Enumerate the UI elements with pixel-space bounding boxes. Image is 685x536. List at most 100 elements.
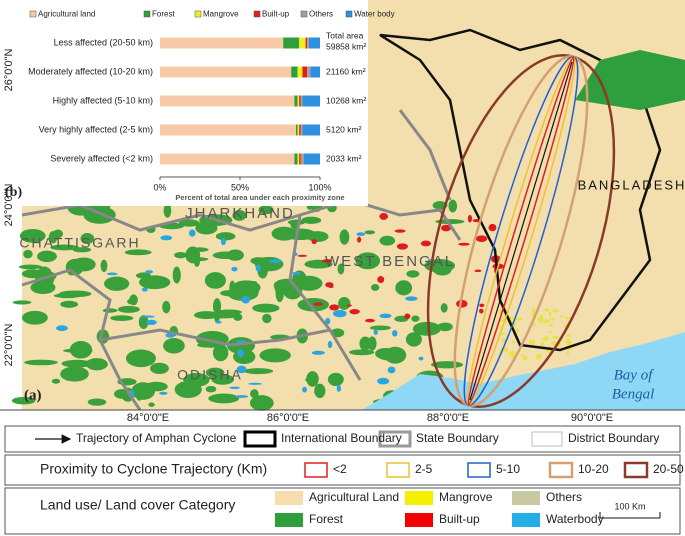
forest-patch [440,303,448,313]
proximity-symbol [623,461,649,479]
category-label: Highly affected (5-10 km) [53,95,153,105]
bar-segment [302,124,320,136]
forest-patch [48,231,58,244]
legend-label: Agricultural Land [309,490,399,504]
builtup-patch [377,276,385,284]
bar-segment [160,37,284,49]
latitude-label: 22°0'0"N [3,324,15,367]
legend-title: Land use/ Land cover Category [40,497,235,513]
bar-segment [302,66,308,78]
forest-patch [24,359,58,366]
bar-segment [294,95,298,107]
forest-patch [364,230,376,235]
proximity-symbol [304,462,328,478]
forest-patch [150,362,169,375]
forest-patch [185,257,209,262]
legend-label: Forest [152,10,175,19]
forest-patch [131,382,156,400]
x-tick-label: 0% [153,182,166,192]
forest-patch [22,310,48,325]
mangrove-patch [548,317,556,320]
legend-label: <2 [333,462,347,476]
water-patch [377,377,390,385]
forest-patch [195,221,218,235]
bar-segment [299,153,301,165]
bar-segment [299,95,301,107]
forest-patch [23,249,33,259]
bar-segment [307,66,311,78]
forest-patch [148,402,155,407]
builtup-patch [346,304,352,307]
forest-patch [395,280,413,296]
forest-patch [412,321,441,336]
bar-segment [300,153,304,165]
forest-patch [314,383,326,399]
lulc-swatch [405,513,433,527]
forest-patch [327,372,344,387]
legend-swatch [29,10,37,18]
mangrove-patch [528,339,536,345]
bar-segment [297,95,300,107]
mangrove-patch [523,355,528,361]
forest-patch [212,251,241,260]
forest-patch [249,395,274,411]
mangrove-patch [552,335,560,339]
forest-patch [124,249,152,256]
builtup-patch [404,313,411,320]
builtup-patch [322,259,333,263]
longitude-label: 84°0'0"E [127,412,169,424]
builtup-patch [474,269,482,273]
legend-title: Proximity to Cyclone Trajectory (Km) [40,461,267,477]
forest-patch [213,307,221,323]
longitude-label: 88°0'0"E [427,412,469,424]
legend-label: Trajectory of Amphan Cyclone [76,431,237,445]
forest-patch [12,300,32,305]
proximity-zones [426,53,616,409]
mangrove-patch [549,323,554,327]
bar-segment [160,66,292,78]
legend-label: Water body [354,10,395,19]
water-patch [356,232,366,237]
bar-segment [296,124,298,136]
forest-patch [71,257,96,272]
forest-patch [376,348,403,361]
water-patch [269,259,282,264]
water-patch [255,264,261,272]
mangrove-patch [560,315,563,318]
labels: 26°0'0"N 24°0'0"N 22°0'0"N 84°0'0"E 86°0'0"E… [3,49,684,527]
legend-label: Forest [309,512,344,526]
mangrove-patch [566,350,569,356]
state-symbol [378,430,412,448]
builtup-patch [311,239,317,245]
forest-patch [117,305,140,313]
builtup-patch [458,242,470,246]
builtup-patch [297,254,308,257]
forest-patch [359,336,372,351]
bar-segment [302,95,320,107]
district-symbol [531,431,563,447]
lulc-swatch [512,491,540,505]
forest-patch [252,303,280,313]
total-area-label: 2033 km² [326,153,362,163]
mangrove-patch [566,334,571,338]
total-area-label: 5120 km² [326,124,362,134]
forest-patch [104,276,130,291]
bar-segment [308,37,320,49]
forest-patch [125,349,156,368]
forest-patch [262,313,272,324]
forest-patch [243,368,274,375]
forest-patch [448,199,458,213]
builtup-patch [394,229,406,233]
mangrove-patch [508,351,514,356]
water-patch [160,235,173,241]
builtup-patch [328,285,334,288]
water-patch [248,382,262,385]
legend-label: Agricultural land [38,10,95,19]
forest-patch [305,376,318,383]
bar-segment [160,124,296,136]
legend-label: State Boundary [416,431,499,445]
mangrove-patch [515,328,520,334]
forest-patch [370,283,380,291]
water-patch [215,320,222,324]
mangrove-patch [548,330,552,333]
